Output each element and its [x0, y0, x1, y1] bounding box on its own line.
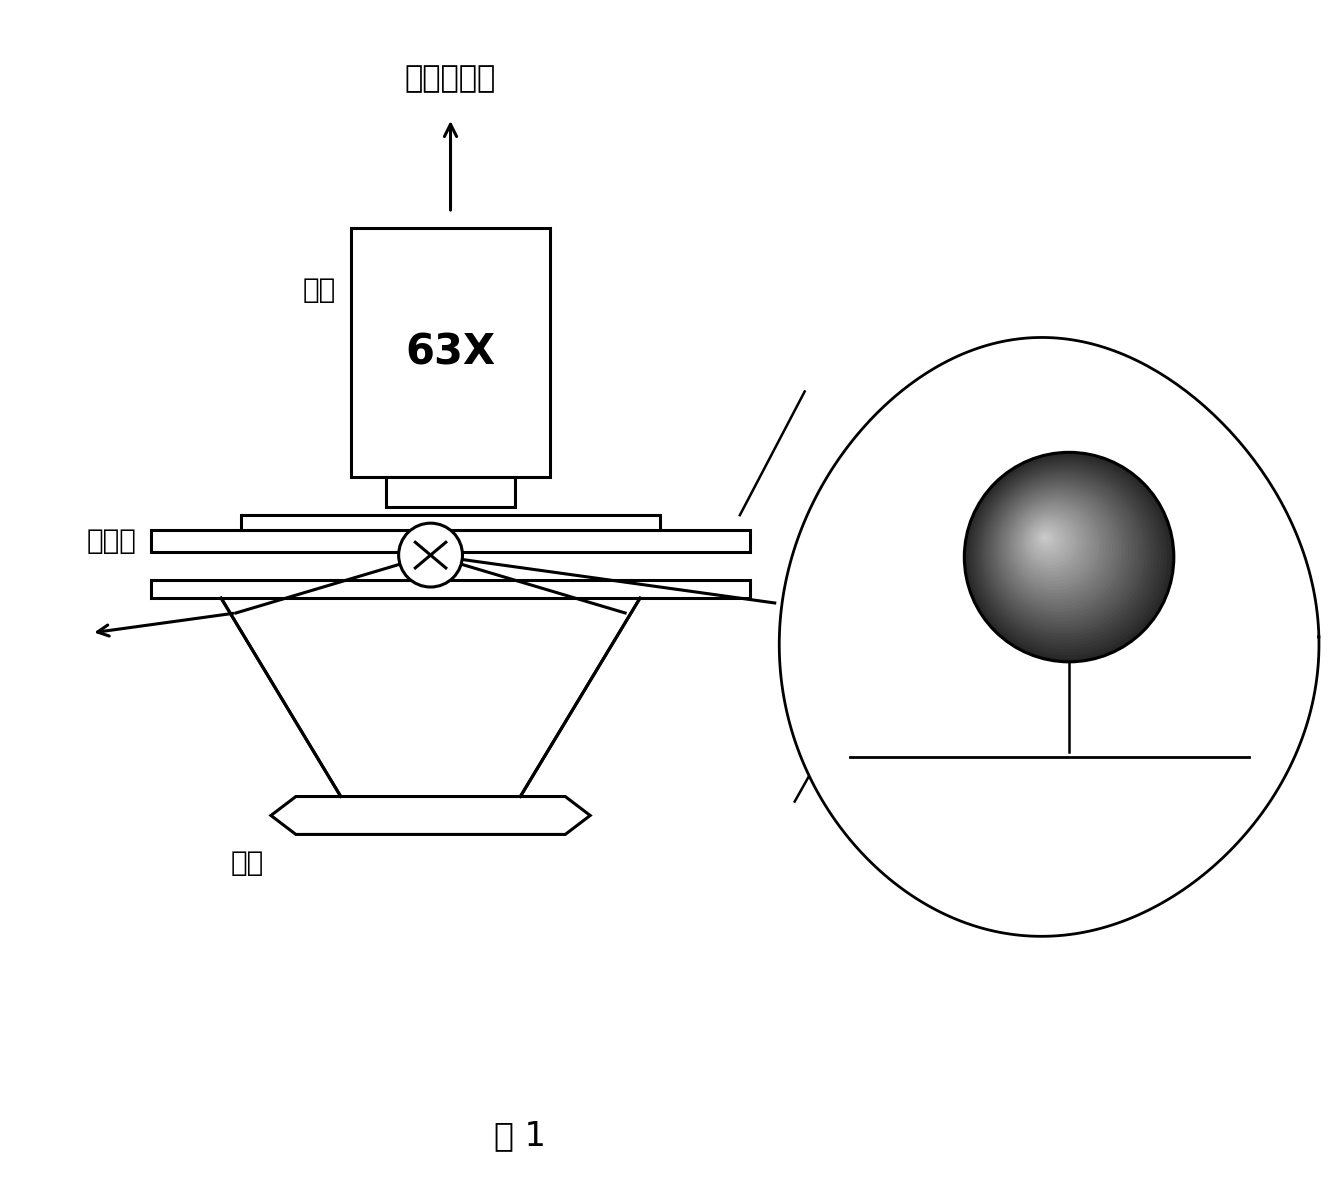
Circle shape — [1030, 522, 1066, 559]
Circle shape — [980, 469, 1148, 637]
Circle shape — [1022, 514, 1080, 571]
Circle shape — [399, 523, 462, 588]
Circle shape — [1010, 501, 1100, 590]
Text: 激光束: 激光束 — [924, 661, 974, 688]
Bar — [240, 515, 659, 531]
Circle shape — [972, 461, 1160, 649]
Bar — [351, 228, 551, 477]
Circle shape — [967, 455, 1171, 659]
Circle shape — [997, 487, 1121, 612]
Circle shape — [1001, 490, 1116, 605]
Circle shape — [1002, 493, 1112, 603]
Circle shape — [970, 458, 1164, 653]
Circle shape — [1034, 527, 1061, 553]
Bar — [152, 580, 749, 598]
Circle shape — [1013, 503, 1096, 588]
Circle shape — [982, 471, 1144, 634]
Circle shape — [1042, 535, 1048, 540]
Circle shape — [1006, 497, 1105, 596]
Text: 63X: 63X — [406, 331, 496, 374]
Bar — [385, 477, 516, 507]
Circle shape — [1029, 520, 1070, 563]
Circle shape — [1039, 533, 1050, 544]
Circle shape — [976, 465, 1155, 643]
Circle shape — [1014, 506, 1093, 584]
Polygon shape — [271, 796, 590, 834]
Circle shape — [974, 463, 1158, 646]
Circle shape — [984, 474, 1142, 630]
Circle shape — [978, 468, 1151, 640]
Text: 流动池: 流动池 — [86, 527, 136, 556]
Circle shape — [1037, 528, 1057, 550]
Circle shape — [1038, 531, 1054, 546]
Circle shape — [1026, 518, 1073, 565]
Circle shape — [998, 488, 1119, 609]
Text: 图 1: 图 1 — [494, 1119, 547, 1153]
Text: 光电二极管: 光电二极管 — [404, 64, 496, 93]
Circle shape — [964, 452, 1174, 662]
Bar — [152, 531, 749, 552]
Circle shape — [1017, 508, 1089, 580]
Text: 物镜: 物镜 — [302, 277, 336, 304]
Circle shape — [1025, 516, 1077, 569]
Circle shape — [992, 482, 1128, 618]
Circle shape — [1021, 512, 1082, 575]
Polygon shape — [222, 598, 641, 796]
Text: 棱镜: 棱镜 — [231, 850, 265, 877]
Circle shape — [986, 476, 1138, 628]
Text: 微珠: 微珠 — [1038, 523, 1070, 551]
Circle shape — [1018, 509, 1086, 578]
Circle shape — [994, 484, 1125, 615]
Circle shape — [1033, 525, 1064, 556]
Circle shape — [1005, 495, 1109, 599]
Circle shape — [988, 478, 1135, 624]
Circle shape — [968, 457, 1167, 655]
Circle shape — [990, 480, 1132, 621]
Polygon shape — [779, 337, 1319, 937]
Circle shape — [1009, 499, 1103, 594]
